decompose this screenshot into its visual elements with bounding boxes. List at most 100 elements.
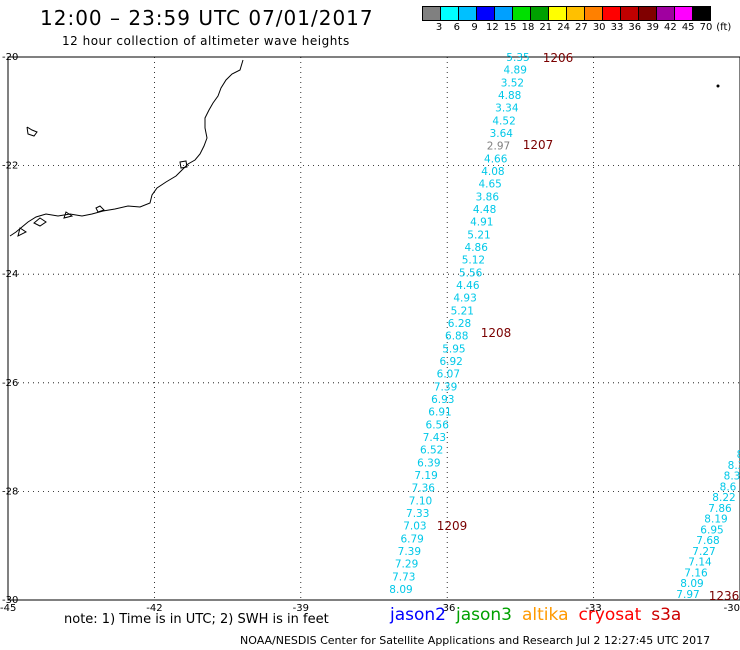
latitude-label: -26 <box>2 378 18 389</box>
swh-value: 6.56 <box>426 419 450 431</box>
latitude-label: -22 <box>2 161 18 172</box>
swh-value: 6.52 <box>420 445 443 457</box>
swh-value: 6.28 <box>448 318 471 330</box>
swh-value: 7.19 <box>414 470 437 482</box>
color-scale-label: 15 <box>503 22 517 33</box>
color-scale-label: 39 <box>646 22 659 33</box>
color-scale-label: 18 <box>521 22 535 33</box>
color-scale-bar <box>422 6 711 21</box>
color-scale-label: 27 <box>575 22 588 33</box>
swh-value: 7.86 <box>708 503 732 515</box>
swh-value: 3.34 <box>495 103 519 115</box>
time-label: 1236 <box>709 589 740 603</box>
swh-value: 3.86 <box>476 191 500 203</box>
time-label: 1206 <box>543 51 574 65</box>
satellite-legend: jason2 jason3 altika cryosat s3a <box>390 605 681 625</box>
color-scale-label: 42 <box>664 22 677 33</box>
page-subtitle: 12 hour collection of altimeter wave hei… <box>62 34 350 48</box>
color-scale-label: 3 <box>435 22 443 33</box>
swh-value: 5.21 <box>467 229 490 241</box>
swh-value: 8.09 <box>389 584 412 596</box>
swh-value: 3.64 <box>490 128 514 140</box>
color-scale-label: 21 <box>539 22 553 33</box>
swh-value: 7.03 <box>403 521 426 533</box>
swh-value: 6.88 <box>445 331 468 343</box>
longitude-label: -42 <box>146 603 162 614</box>
track-time-labels: 1206 1207 1208 1209 1236 <box>437 51 740 603</box>
altimeter-track: 5.354.893.524.883.344.523.642.974.664.08… <box>389 52 740 601</box>
longitude-label: -33 <box>585 603 601 614</box>
longitude-label: -36 <box>439 603 455 614</box>
swh-value: 6.95 <box>700 524 723 536</box>
longitude-label: -45 <box>0 603 16 614</box>
swh-value: 7.36 <box>412 483 436 495</box>
swh-value: 4.52 <box>492 115 515 127</box>
swh-value: 5.21 <box>451 305 474 317</box>
swh-value: 5.56 <box>459 267 483 279</box>
swh-value: 7.97 <box>676 589 699 601</box>
swh-value: 5.12 <box>462 255 485 267</box>
island-dot <box>716 84 720 88</box>
coastal-bay <box>17 205 105 237</box>
swh-value: 5.95 <box>442 343 465 355</box>
longitude-label: -30 <box>724 603 740 614</box>
latitude-label: -20 <box>2 52 18 63</box>
swh-value: 7.39 <box>434 381 457 393</box>
units-note: note: 1) Time is in UTC; 2) SWH is in fe… <box>64 612 329 627</box>
page-title: 12:00 – 23:59 UTC 07/01/2017 <box>40 6 374 30</box>
latitude-label: -24 <box>2 269 18 280</box>
swh-value: 4.65 <box>478 179 501 191</box>
color-scale-label: 30 <box>592 22 606 33</box>
swh-value: 7.10 <box>409 495 432 507</box>
color-swatch <box>692 6 711 21</box>
coastal-island <box>26 126 38 137</box>
swh-value: 4.08 <box>481 166 504 178</box>
swh-value: 4.86 <box>465 242 489 254</box>
swh-value: 7.43 <box>423 432 446 444</box>
swh-value: 4.91 <box>470 217 493 229</box>
color-scale-label: 9 <box>471 22 478 33</box>
swh-value: 7.14 <box>688 557 712 569</box>
swh-value: 8.6 <box>720 481 737 493</box>
color-scale-label: 6 <box>453 22 460 33</box>
swh-value: 8.3 <box>728 460 740 472</box>
swh-value: 7.16 <box>684 567 708 579</box>
time-label: 1207 <box>523 138 554 152</box>
swh-value: 7.39 <box>398 546 421 558</box>
longitude-label: -39 <box>293 603 309 614</box>
color-scale-label: 45 <box>681 22 695 33</box>
swh-value: 4.89 <box>504 65 527 77</box>
swh-value: 8.22 <box>712 492 735 504</box>
color-scale-label: (ft) <box>716 22 732 33</box>
swh-value: 7.27 <box>692 546 715 558</box>
legend-item-cryosat: cryosat <box>578 605 642 625</box>
swh-value: 6.07 <box>437 369 460 381</box>
legend-item-altika: altika <box>522 605 569 625</box>
coastal-island <box>179 160 188 169</box>
swh-value: 7.33 <box>406 508 429 520</box>
swh-value: 7.73 <box>392 571 415 583</box>
swh-value: 5.35 <box>506 52 529 64</box>
swh-value: 4.93 <box>453 293 476 305</box>
swh-value: 6.91 <box>428 407 451 419</box>
map-axis-labels: -20-22-24-26-28-30-45 -42 -39 -36 -33 -30 <box>0 52 740 614</box>
swh-value: 4.88 <box>498 90 521 102</box>
legend-item-s3a: s3a <box>651 605 682 625</box>
swh-value: 8.3 <box>724 471 740 483</box>
map-frame <box>7 56 740 601</box>
time-label: 1209 <box>437 519 468 533</box>
swh-value: 8 <box>737 449 740 461</box>
swh-value: 3.52 <box>501 77 524 89</box>
legend-item-jason2: jason2 <box>390 605 446 625</box>
latitude-label: -28 <box>2 486 18 497</box>
legend-item-jason3: jason3 <box>456 605 512 625</box>
time-label: 1208 <box>481 326 512 340</box>
swh-value: 6.39 <box>417 457 440 469</box>
color-scale-label: 24 <box>557 22 570 33</box>
swh-value: 4.66 <box>484 153 508 165</box>
map-gridlines <box>8 57 740 600</box>
swh-value: 2.97 <box>487 141 510 153</box>
swh-value: 6.93 <box>431 394 454 406</box>
swh-value: 4.48 <box>473 204 496 216</box>
